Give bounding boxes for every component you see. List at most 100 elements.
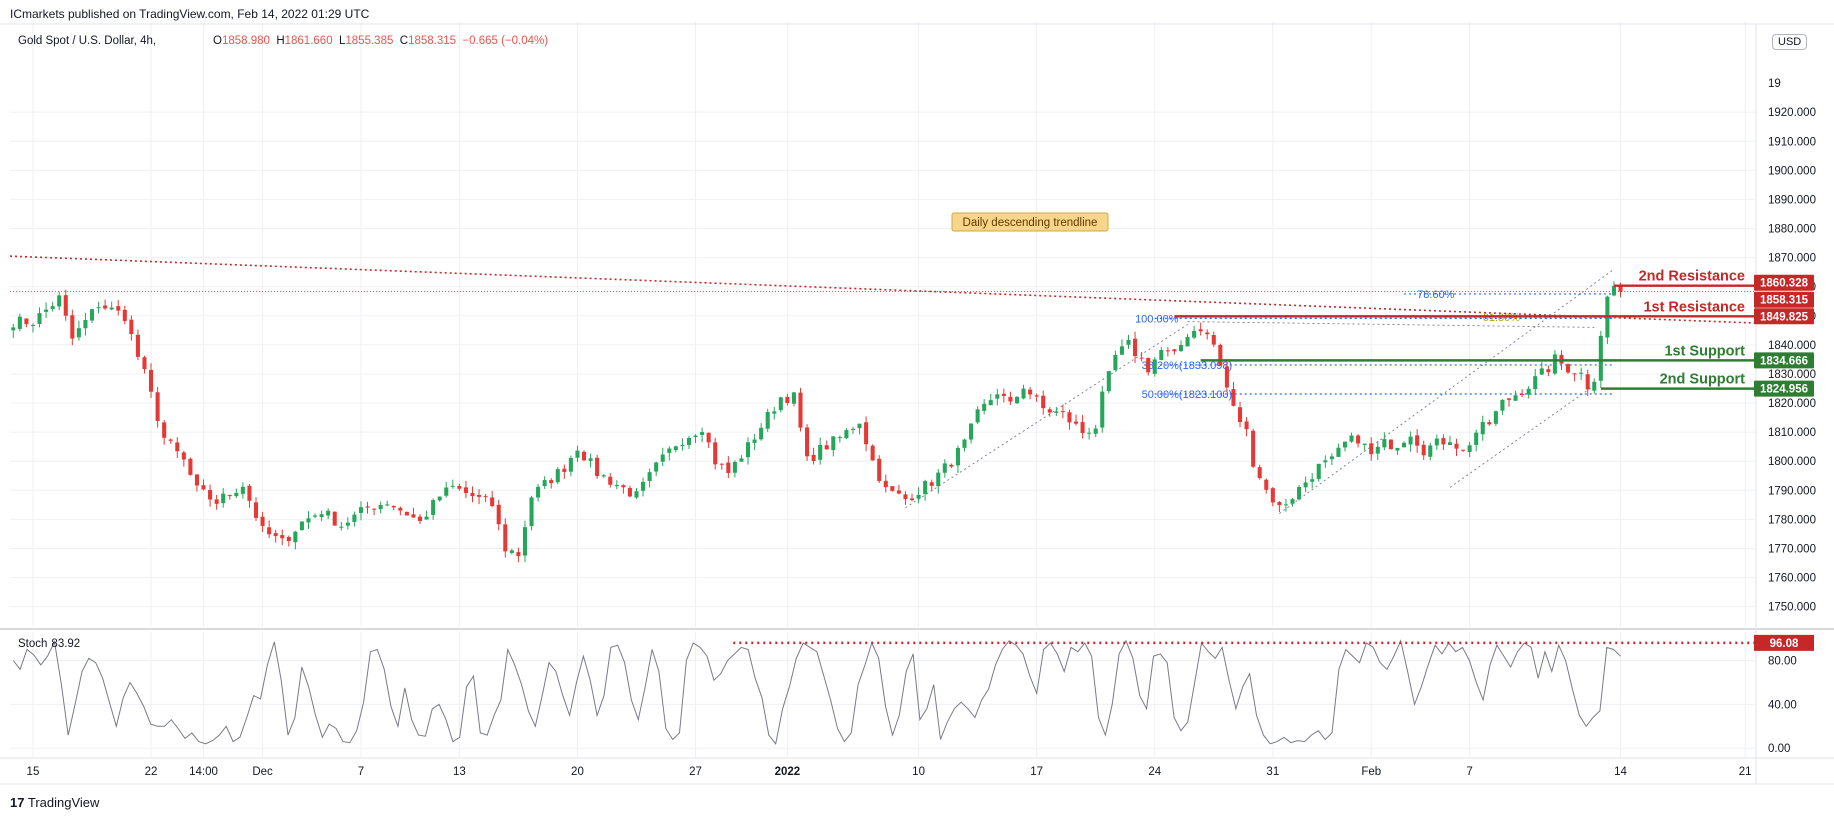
candle-body [457,485,462,489]
candle-body [267,527,272,535]
candle-body [673,446,678,451]
candle-body [1264,479,1269,490]
price-tag-label: 1824.956 [1760,384,1808,396]
candle-body [116,306,121,311]
candle-body [83,320,88,329]
candle-body [850,429,856,431]
candle-body [916,494,921,499]
candle-body [1447,442,1452,445]
candle-body [1021,388,1026,399]
candle-body [811,454,816,461]
candle-body [1067,412,1072,423]
candle-body [1277,502,1282,506]
candle-body [1520,393,1525,396]
candle-body [1493,411,1498,424]
candle-body [1224,366,1229,388]
low-key: L [338,35,346,47]
symbol-title[interactable]: Gold Spot / U.S. Dollar, 4h, [18,35,157,47]
high-key: H [276,35,285,47]
candle-body [11,327,16,331]
candle-body [149,369,154,392]
price-tag-label: 1849.825 [1760,311,1809,323]
time-tick-label: 27 [689,766,702,778]
candle-body [306,518,311,523]
candle-body [1382,439,1387,448]
price-tick-label: 1890.000 [1768,194,1816,206]
candle-body [732,461,737,473]
candle-body [437,496,442,501]
candle-body [1329,456,1334,460]
price-tag-box [1754,308,1814,325]
price-tick-label: 1770.000 [1768,543,1816,555]
candle-body [1146,357,1151,373]
candle-body [529,497,534,527]
candle-body [352,514,357,522]
time-tick-label: 31 [1266,766,1279,778]
candle-body [326,510,331,516]
candle-body [1100,391,1105,428]
candle-body [450,485,455,487]
candle-body [680,445,685,447]
high-value: 1861.660 [284,35,333,47]
candle-body [1342,441,1348,448]
time-axis[interactable]: 15 22 14:00 Dec 7 13 20 27 2022 10 17 24 31 Feb 7 14 21 [27,766,1752,778]
candle-body [634,491,639,498]
candle-body [181,452,186,460]
candle-body [549,480,554,484]
candle-body [444,487,449,496]
price-axis[interactable]: 1750.000 1760.000 1770.000 1780.000 1790.000… [1768,78,1816,614]
candle-body [63,295,68,316]
candle-body [135,334,140,357]
candle-body [1001,393,1006,397]
currency-button[interactable]: USD [1772,34,1808,50]
candle-body [398,507,403,511]
candle-body [1513,395,1518,401]
candle-body [1087,432,1092,434]
candle-body [89,309,95,321]
candle-body [57,295,62,307]
candle-body [818,444,823,460]
candle-body [1172,349,1177,352]
tradingview-logo-icon: 17 [10,795,25,810]
candle-body [234,492,239,497]
candle-body [1316,463,1321,480]
ohlc-values: O1858.980 H1861.660 L1855.385 C1858.315 … [213,35,548,47]
open-key: O [213,35,222,47]
candle-body [1487,422,1492,425]
price-tick-label: 1800.000 [1768,456,1816,468]
candle-body [1415,435,1420,446]
candle-body [785,396,790,403]
price-tick-label: 1900.000 [1768,165,1816,177]
tradingview-brand[interactable]: 17 TradingView [10,795,99,810]
stoch-tag-box [1754,634,1814,651]
level-label-1st-resistance: 1st Resistance [1643,299,1745,315]
candle-body [1297,486,1302,500]
candle-body [168,439,173,441]
candle-body [1592,381,1597,391]
candle-body [1369,443,1374,455]
candle-body [864,422,869,445]
note-box [951,212,1109,232]
candle-body [1290,499,1295,504]
price-tag-box [1754,352,1814,369]
candle-body [470,493,475,497]
candle-body [1119,346,1124,355]
candle-body [641,481,646,491]
candle-body [982,403,987,411]
low-value: 1855.385 [345,35,394,47]
candle-body [955,448,960,466]
price-tick-label: 1870.000 [1768,253,1816,265]
candle-body [1401,442,1407,448]
fib-label: 50.00%(1823.100) [1142,389,1233,401]
price-tag-label: 1858.315 [1760,295,1809,307]
candle-body [831,436,836,451]
stoch-legend[interactable]: Stoch 83.92 [18,638,80,650]
candle-body [1310,479,1315,482]
candle-body [319,514,324,518]
candle-body [1080,422,1085,434]
level-label-1st-support: 1st Support [1664,343,1745,359]
candle-body [772,411,777,414]
candle-body [1192,330,1197,338]
candle-body [208,490,213,500]
